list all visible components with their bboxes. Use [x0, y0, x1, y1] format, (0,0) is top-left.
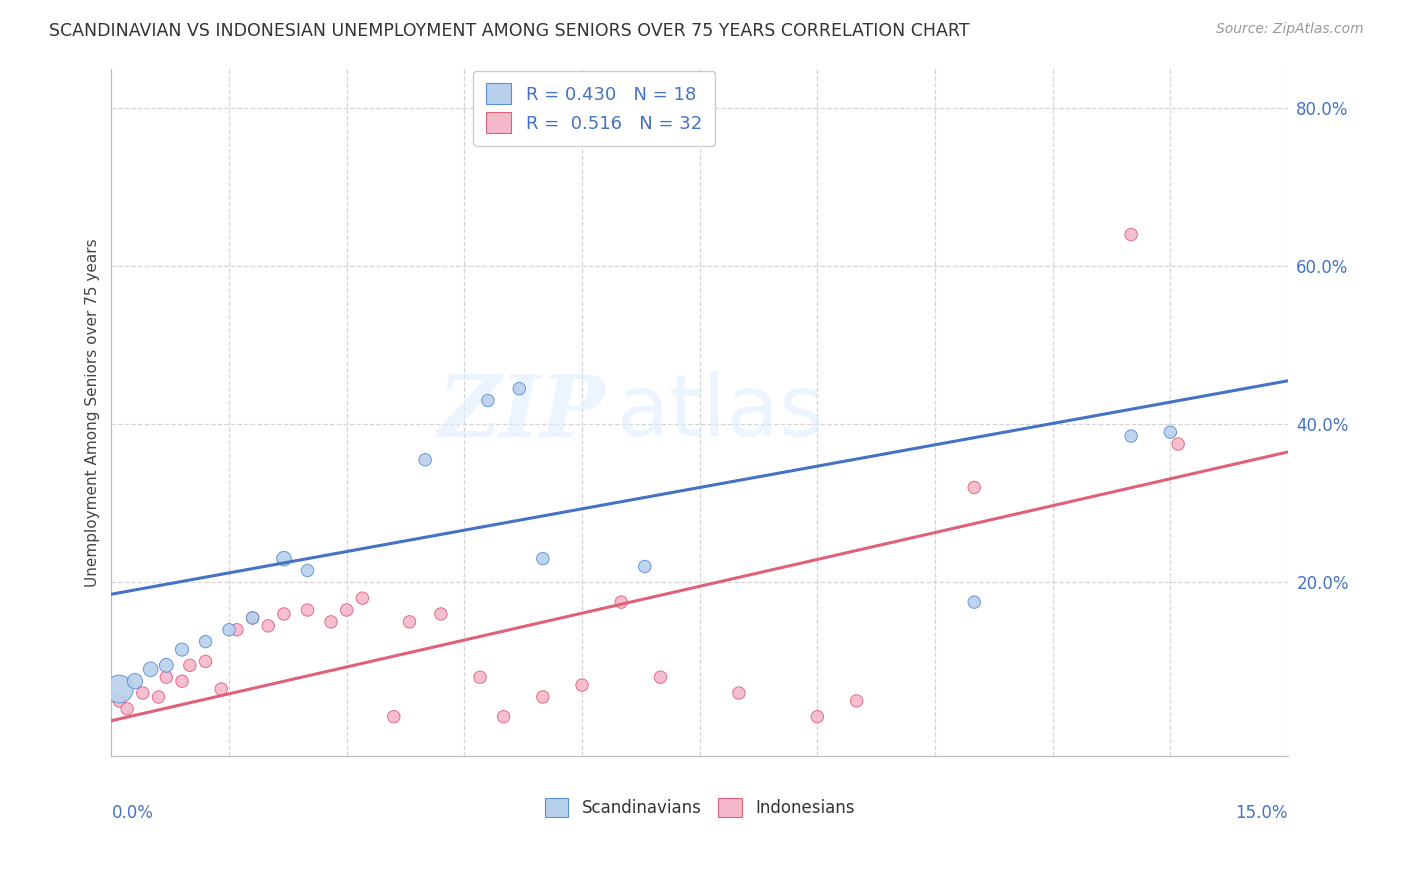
Point — [1167, 437, 1189, 451]
Point — [382, 710, 405, 724]
Text: 15.0%: 15.0% — [1236, 805, 1288, 822]
Text: ZIP: ZIP — [437, 371, 606, 454]
Point — [963, 481, 986, 495]
Text: 0.0%: 0.0% — [111, 805, 153, 822]
Point — [124, 674, 146, 689]
Point — [352, 591, 374, 606]
Point — [336, 603, 359, 617]
Point — [610, 595, 633, 609]
Point — [319, 615, 342, 629]
Point — [806, 710, 828, 724]
Point — [242, 611, 264, 625]
Point — [413, 452, 436, 467]
Text: atlas: atlas — [617, 371, 825, 454]
Point — [571, 678, 593, 692]
Point — [209, 681, 232, 696]
Point — [297, 603, 319, 617]
Point — [1119, 227, 1142, 242]
Point — [194, 654, 217, 668]
Point — [650, 670, 672, 684]
Point — [273, 551, 295, 566]
Point — [297, 564, 319, 578]
Point — [132, 686, 155, 700]
Point — [115, 702, 138, 716]
Point — [170, 642, 193, 657]
Point — [477, 393, 499, 408]
Point — [468, 670, 491, 684]
Point — [194, 634, 217, 648]
Point — [845, 694, 868, 708]
Point — [634, 559, 657, 574]
Point — [179, 658, 201, 673]
Point — [226, 623, 249, 637]
Point — [108, 694, 131, 708]
Point — [531, 551, 554, 566]
Point — [1159, 425, 1181, 439]
Point — [430, 607, 453, 621]
Text: SCANDINAVIAN VS INDONESIAN UNEMPLOYMENT AMONG SENIORS OVER 75 YEARS CORRELATION : SCANDINAVIAN VS INDONESIAN UNEMPLOYMENT … — [49, 22, 970, 40]
Point — [728, 686, 751, 700]
Point — [242, 611, 264, 625]
Point — [963, 595, 986, 609]
Point — [139, 662, 162, 676]
Point — [398, 615, 420, 629]
Point — [155, 670, 177, 684]
Y-axis label: Unemployment Among Seniors over 75 years: Unemployment Among Seniors over 75 years — [86, 238, 100, 587]
Point — [218, 623, 240, 637]
Point — [257, 619, 280, 633]
Point — [148, 690, 170, 704]
Point — [508, 382, 530, 396]
Point — [531, 690, 554, 704]
Text: Source: ZipAtlas.com: Source: ZipAtlas.com — [1216, 22, 1364, 37]
Point — [492, 710, 515, 724]
Point — [155, 658, 177, 673]
Point — [108, 681, 131, 696]
Point — [1119, 429, 1142, 443]
Point — [273, 607, 295, 621]
Point — [170, 674, 193, 689]
Legend: Scandinavians, Indonesians: Scandinavians, Indonesians — [538, 791, 860, 823]
